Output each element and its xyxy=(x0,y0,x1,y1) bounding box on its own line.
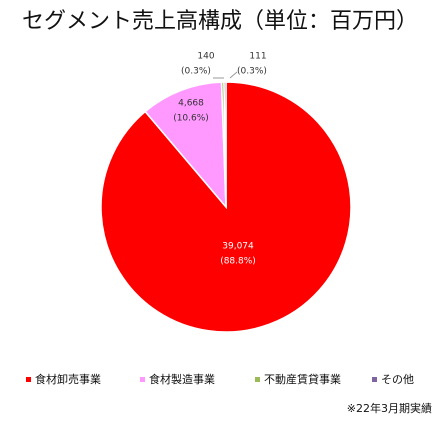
data-label-percent: (0.3%) xyxy=(237,67,267,77)
legend-swatch xyxy=(372,377,377,382)
legend-label: 不動産賃貸事業 xyxy=(264,372,341,386)
legend-label: 食材卸売事業 xyxy=(35,372,101,386)
note: ※22年3月期実績 xyxy=(347,401,432,415)
data-label-percent: (10.6%) xyxy=(173,114,209,124)
data-label: 39,074 xyxy=(222,242,254,252)
pie-slice xyxy=(223,81,227,208)
legend-swatch xyxy=(255,377,260,382)
legend-label: その他 xyxy=(381,373,414,386)
data-label: 140 xyxy=(197,52,214,62)
leader-line xyxy=(229,71,238,79)
legend-label: 食材製造事業 xyxy=(149,372,215,386)
pie-slice xyxy=(144,81,227,210)
legend-swatch xyxy=(26,377,31,382)
data-label: 111 xyxy=(249,52,266,62)
data-label-percent: (88.8%) xyxy=(220,257,256,267)
data-label-percent: (0.3%) xyxy=(181,67,211,77)
data-label: 4,668 xyxy=(178,99,204,109)
chart-title: セグメント売上高構成（単位：百万円） xyxy=(22,9,418,34)
legend-swatch xyxy=(140,377,145,382)
